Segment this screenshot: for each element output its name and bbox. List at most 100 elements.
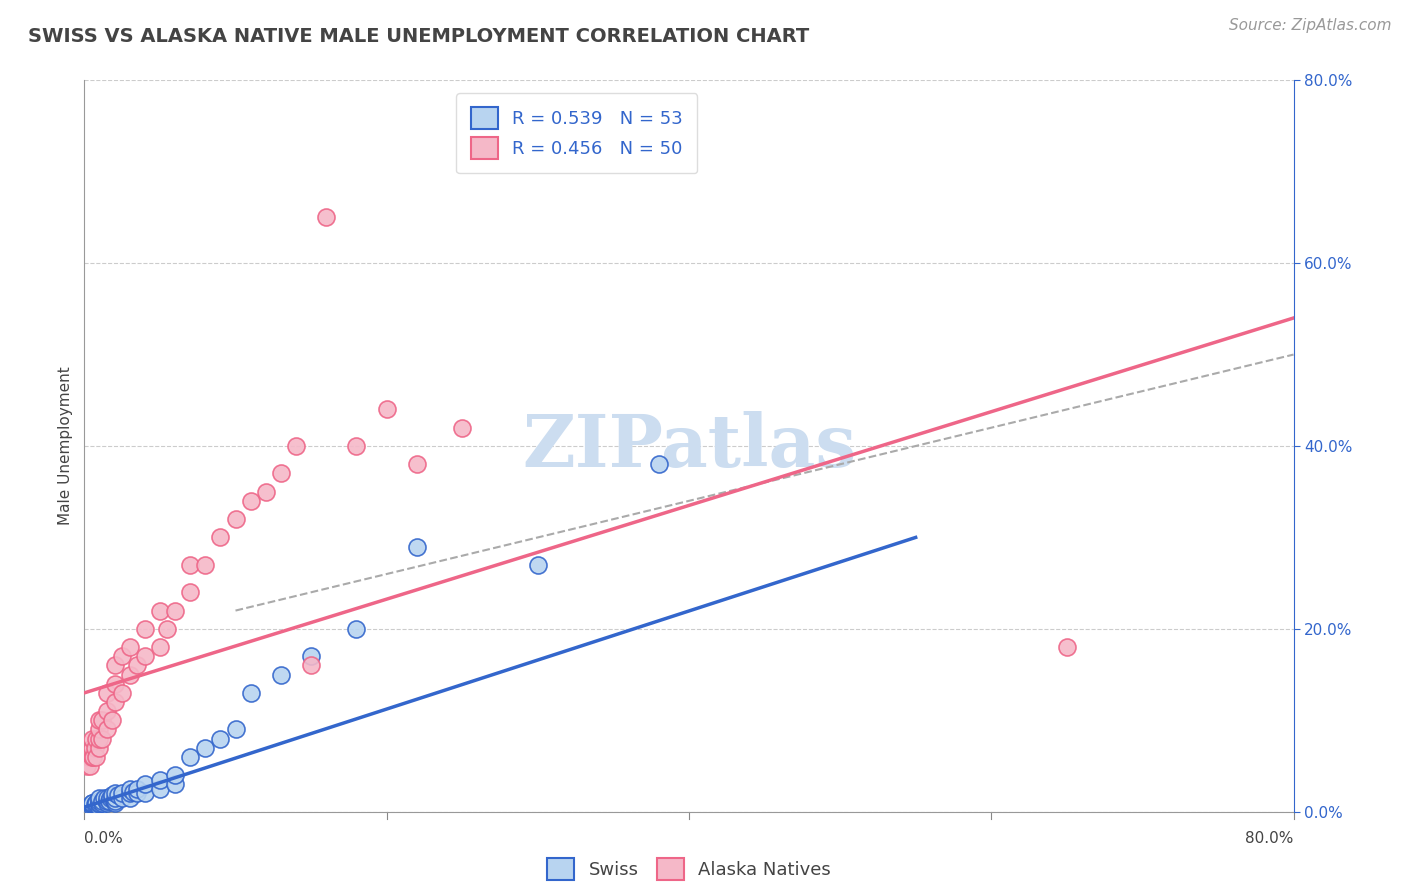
- Text: Source: ZipAtlas.com: Source: ZipAtlas.com: [1229, 18, 1392, 33]
- Point: [179, 749, 201, 764]
- Point: [96, 794, 118, 808]
- Point: [299, 658, 322, 673]
- Point: [270, 667, 292, 681]
- Point: [111, 686, 134, 700]
- Point: [194, 740, 217, 755]
- Point: [239, 686, 262, 700]
- Point: [179, 585, 201, 599]
- Point: [375, 402, 398, 417]
- Point: [346, 622, 368, 636]
- Point: [104, 796, 127, 810]
- Point: [93, 791, 115, 805]
- Point: [104, 658, 127, 673]
- Point: [80, 800, 103, 814]
- Point: [100, 789, 122, 803]
- Point: [406, 540, 429, 554]
- Point: [127, 787, 149, 801]
- Point: [86, 796, 108, 810]
- Point: [100, 714, 122, 728]
- Point: [96, 704, 118, 718]
- Point: [86, 731, 108, 746]
- Point: [254, 484, 277, 499]
- Point: [239, 493, 262, 508]
- Point: [118, 791, 141, 805]
- Point: [80, 749, 103, 764]
- Point: [89, 791, 111, 805]
- Point: [118, 640, 141, 655]
- Text: 0.0%: 0.0%: [84, 831, 124, 846]
- Point: [86, 749, 108, 764]
- Point: [149, 781, 172, 796]
- Point: [149, 603, 172, 617]
- Point: [299, 649, 322, 664]
- Point: [80, 731, 103, 746]
- Point: [134, 787, 156, 801]
- Point: [118, 667, 141, 681]
- Point: [527, 558, 550, 572]
- Point: [98, 791, 121, 805]
- Legend: Swiss, Alaska Natives: Swiss, Alaska Natives: [540, 850, 838, 887]
- Point: [179, 558, 201, 572]
- Point: [111, 649, 134, 664]
- Point: [315, 211, 337, 225]
- Point: [80, 740, 103, 755]
- Point: [149, 640, 172, 655]
- Point: [194, 558, 217, 572]
- Point: [111, 791, 134, 805]
- Point: [91, 794, 114, 808]
- Point: [91, 731, 114, 746]
- Point: [96, 686, 118, 700]
- Point: [165, 777, 187, 791]
- Point: [97, 794, 120, 808]
- Point: [149, 772, 172, 787]
- Point: [107, 789, 129, 803]
- Point: [80, 796, 103, 810]
- Text: SWISS VS ALASKA NATIVE MALE UNEMPLOYMENT CORRELATION CHART: SWISS VS ALASKA NATIVE MALE UNEMPLOYMENT…: [28, 27, 810, 45]
- Point: [451, 421, 474, 435]
- Point: [89, 797, 111, 812]
- Point: [80, 798, 103, 813]
- Point: [648, 458, 671, 472]
- Point: [89, 723, 111, 737]
- Point: [89, 794, 111, 808]
- Point: [77, 749, 100, 764]
- Point: [209, 731, 232, 746]
- Point: [127, 781, 149, 796]
- Point: [76, 759, 98, 773]
- Point: [96, 723, 118, 737]
- Point: [91, 796, 114, 810]
- Point: [80, 797, 103, 812]
- Point: [346, 439, 368, 453]
- Point: [118, 781, 141, 796]
- Point: [156, 622, 179, 636]
- Point: [104, 676, 127, 690]
- Point: [84, 740, 107, 755]
- Point: [104, 794, 127, 808]
- Point: [100, 791, 122, 805]
- Point: [134, 622, 156, 636]
- Point: [89, 800, 111, 814]
- Point: [121, 784, 143, 798]
- Point: [127, 658, 149, 673]
- Point: [406, 458, 429, 472]
- Text: ZIPatlas: ZIPatlas: [522, 410, 856, 482]
- Point: [104, 787, 127, 801]
- Point: [134, 777, 156, 791]
- Point: [89, 796, 111, 810]
- Point: [80, 796, 103, 810]
- Point: [225, 723, 247, 737]
- Point: [89, 714, 111, 728]
- Text: 80.0%: 80.0%: [1246, 831, 1294, 846]
- Y-axis label: Male Unemployment: Male Unemployment: [58, 367, 73, 525]
- Point: [165, 768, 187, 782]
- Point: [84, 797, 107, 812]
- Point: [165, 603, 187, 617]
- Point: [82, 749, 104, 764]
- Point: [89, 740, 111, 755]
- Point: [118, 787, 141, 801]
- Point: [104, 695, 127, 709]
- Point: [285, 439, 308, 453]
- Point: [79, 759, 101, 773]
- Point: [270, 467, 292, 481]
- Point: [96, 796, 118, 810]
